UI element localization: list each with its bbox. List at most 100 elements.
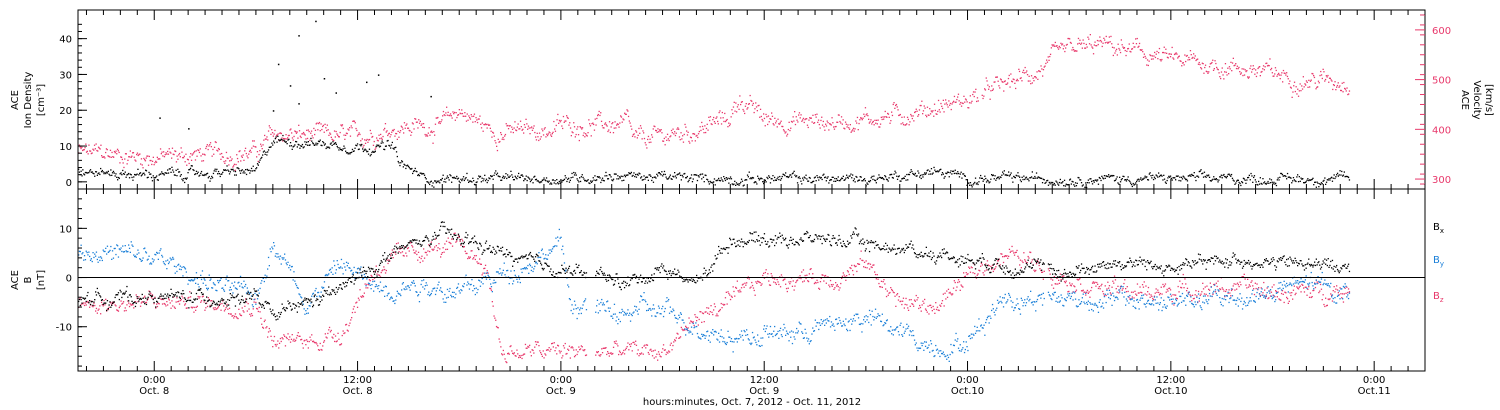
bz-point bbox=[158, 303, 160, 305]
density-point bbox=[665, 176, 667, 178]
bz-point bbox=[657, 359, 659, 361]
bz-point bbox=[358, 299, 360, 301]
bz-point bbox=[1118, 292, 1120, 294]
bz-point bbox=[975, 277, 978, 279]
by-point bbox=[321, 286, 323, 288]
velocity-point bbox=[90, 152, 92, 155]
velocity-point bbox=[635, 131, 638, 133]
density-point bbox=[436, 180, 438, 182]
density-point bbox=[274, 138, 276, 140]
velocity-point bbox=[972, 93, 974, 96]
velocity-point bbox=[937, 110, 939, 113]
bz-point bbox=[650, 348, 652, 350]
velocity-point bbox=[1229, 68, 1231, 70]
bz-point bbox=[421, 255, 423, 257]
bz-point bbox=[852, 269, 854, 272]
bz-point bbox=[1241, 276, 1244, 278]
velocity-point bbox=[1171, 46, 1173, 49]
density-point bbox=[756, 183, 758, 185]
density-point bbox=[1339, 170, 1341, 172]
density-point bbox=[134, 173, 136, 176]
bz-point bbox=[1095, 285, 1097, 287]
velocity-point bbox=[356, 135, 359, 137]
density-point bbox=[941, 172, 944, 174]
density-point bbox=[212, 172, 215, 175]
bz-point bbox=[782, 279, 784, 282]
by-point bbox=[195, 282, 197, 284]
bz-point bbox=[518, 355, 521, 357]
density-point bbox=[638, 172, 640, 174]
velocity-point bbox=[1204, 66, 1206, 69]
density-point bbox=[949, 172, 951, 174]
velocity-point bbox=[1199, 63, 1201, 66]
bz-point bbox=[861, 259, 863, 261]
bz-point bbox=[451, 245, 454, 247]
bz-point bbox=[760, 284, 762, 286]
density-point bbox=[1168, 175, 1170, 177]
bz-point bbox=[733, 290, 735, 293]
density-point bbox=[746, 179, 748, 181]
velocity-point bbox=[149, 159, 151, 162]
velocity-point bbox=[124, 158, 126, 160]
bz-point bbox=[420, 257, 422, 260]
bz-point bbox=[1098, 286, 1100, 288]
density-point bbox=[1297, 174, 1299, 176]
bz-point bbox=[1038, 264, 1040, 267]
velocity-point bbox=[1042, 75, 1044, 77]
velocity-point bbox=[343, 134, 345, 136]
velocity-point bbox=[1104, 42, 1107, 44]
velocity-point bbox=[301, 133, 303, 135]
bz-point bbox=[91, 305, 93, 307]
density-point bbox=[721, 179, 723, 181]
velocity-point bbox=[1264, 66, 1266, 68]
velocity-point bbox=[504, 135, 506, 137]
density-point bbox=[704, 174, 706, 176]
by-point bbox=[118, 248, 120, 250]
bz-point bbox=[183, 300, 185, 303]
velocity-point bbox=[469, 117, 471, 119]
bz-point bbox=[195, 306, 198, 308]
bz-point bbox=[1242, 276, 1245, 278]
bz-point bbox=[362, 296, 365, 298]
density-point bbox=[1099, 177, 1101, 179]
velocity-point bbox=[538, 139, 540, 142]
bz-point bbox=[264, 319, 266, 321]
bz-point bbox=[1305, 286, 1307, 288]
velocity-point bbox=[621, 121, 623, 123]
velocity-point bbox=[254, 146, 256, 148]
density-point bbox=[684, 172, 686, 175]
bz-point bbox=[1269, 290, 1271, 292]
density-point bbox=[240, 170, 243, 172]
bz-point bbox=[1214, 291, 1217, 293]
density-point bbox=[158, 174, 160, 176]
velocity-point bbox=[1175, 52, 1177, 54]
velocity-point bbox=[1004, 80, 1006, 82]
bz-point bbox=[1084, 291, 1086, 293]
density-point bbox=[500, 179, 502, 181]
density-point bbox=[1103, 175, 1106, 177]
density-point bbox=[1294, 180, 1296, 182]
velocity-point bbox=[1114, 52, 1116, 54]
bz-point bbox=[225, 307, 227, 309]
by-point bbox=[136, 253, 138, 255]
bz-point bbox=[287, 333, 289, 335]
bz-point bbox=[245, 298, 247, 300]
density-point bbox=[618, 178, 620, 180]
velocity-point bbox=[843, 127, 845, 129]
velocity-point bbox=[831, 117, 833, 119]
velocity-point bbox=[306, 137, 309, 140]
velocity-point bbox=[923, 105, 925, 107]
density-point bbox=[1097, 179, 1099, 181]
density-point bbox=[1153, 176, 1156, 178]
density-point bbox=[810, 181, 812, 184]
velocity-point bbox=[153, 164, 155, 166]
density-point bbox=[188, 128, 190, 130]
density-point bbox=[1072, 181, 1074, 183]
velocity-point bbox=[593, 129, 596, 131]
bz-point bbox=[1057, 283, 1059, 285]
velocity-point bbox=[871, 121, 874, 123]
bz-point bbox=[1177, 285, 1179, 288]
velocity-point bbox=[1089, 34, 1091, 36]
density-point bbox=[1139, 178, 1141, 181]
bz-point bbox=[223, 305, 225, 307]
